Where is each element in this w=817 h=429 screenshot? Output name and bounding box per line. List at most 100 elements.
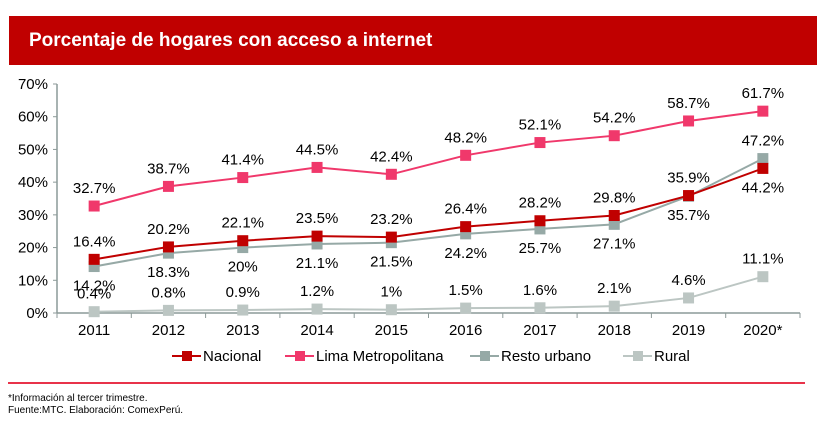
data-label: 16.4% <box>73 233 116 250</box>
data-label: 21.5% <box>370 254 413 271</box>
data-point <box>88 306 100 318</box>
data-label: 28.2% <box>519 195 562 212</box>
legend-label: Rural <box>654 348 690 365</box>
data-label: 1.5% <box>449 282 483 299</box>
x-tick-label: 2016 <box>449 322 482 339</box>
y-tick-label: 60% <box>18 109 48 126</box>
data-point <box>683 115 695 127</box>
x-tick-label: 2017 <box>523 322 556 339</box>
data-point <box>162 247 174 259</box>
data-point <box>237 304 249 316</box>
data-point <box>608 210 620 222</box>
data-label: 14.2% <box>73 278 116 295</box>
data-label: 44.2% <box>742 179 785 196</box>
data-point <box>757 105 769 117</box>
data-label: 27.1% <box>593 235 636 252</box>
legend-swatch-marker <box>295 351 305 361</box>
legend-label: Resto urbano <box>501 348 591 365</box>
y-tick-label: 20% <box>18 240 48 257</box>
data-label: 11.1% <box>742 251 783 268</box>
data-point <box>460 149 472 161</box>
data-label: 38.7% <box>147 160 190 177</box>
series-line-nacional <box>93 167 764 261</box>
data-label: 25.7% <box>519 240 562 257</box>
x-tick-label: 2011 <box>78 322 110 339</box>
data-point <box>162 304 174 316</box>
data-point <box>162 180 174 192</box>
data-label: 35.9% <box>667 170 710 187</box>
data-label: 4.6% <box>671 272 705 289</box>
legend-swatch-marker <box>182 351 192 361</box>
data-point <box>385 168 397 180</box>
y-tick-label: 40% <box>18 174 48 191</box>
data-label: 21.1% <box>296 255 339 272</box>
data-label: 0.8% <box>151 284 185 301</box>
data-label: 44.5% <box>296 141 339 158</box>
x-tick-label: 2019 <box>672 322 705 339</box>
footnote-note: *Información al tercer trimestre. <box>8 393 148 404</box>
data-point <box>534 215 546 227</box>
data-point <box>534 137 546 149</box>
x-tick-label: 2014 <box>300 322 333 339</box>
data-point <box>88 261 100 273</box>
data-point <box>608 300 620 312</box>
data-label: 0.4% <box>77 286 111 303</box>
data-label: 47.2% <box>742 133 785 150</box>
data-label: 54.2% <box>593 110 636 127</box>
data-label: 41.4% <box>221 152 264 169</box>
data-label: 32.7% <box>73 180 116 197</box>
data-point <box>534 223 546 235</box>
data-label: 20.2% <box>147 221 190 238</box>
legend-label: Nacional <box>203 348 261 365</box>
data-label: 52.1% <box>519 117 562 134</box>
legend-label: Lima Metropolitana <box>316 348 444 365</box>
data-point <box>385 237 397 249</box>
data-point <box>311 238 323 250</box>
data-label: 22.1% <box>221 215 264 232</box>
data-point <box>460 228 472 240</box>
data-point <box>757 153 769 165</box>
data-point <box>460 302 472 314</box>
series-line-lima-metropolitana <box>93 110 763 207</box>
chart-title: Porcentaje de hogares con acceso a inter… <box>29 30 433 51</box>
data-point <box>757 271 769 283</box>
y-tick-label: 0% <box>26 305 48 322</box>
x-tick-label: 2013 <box>226 322 259 339</box>
data-point <box>683 190 695 202</box>
data-label: 2.1% <box>597 280 631 297</box>
data-label: 42.4% <box>370 148 413 165</box>
data-point <box>311 303 323 315</box>
data-point <box>237 242 249 254</box>
data-point <box>237 235 249 247</box>
data-point <box>683 292 695 304</box>
data-label: 61.7% <box>742 85 785 102</box>
divider-rule <box>8 382 805 384</box>
x-tick-label: 2018 <box>598 322 631 339</box>
data-point <box>757 162 769 174</box>
data-label: 18.3% <box>147 264 190 281</box>
x-tick-label: 2020* <box>743 322 782 339</box>
data-point <box>237 172 249 184</box>
data-label: 26.4% <box>444 201 487 218</box>
data-label: 58.7% <box>667 95 710 112</box>
data-point <box>311 161 323 173</box>
series-line-resto-urbano <box>93 157 764 268</box>
title-bar: Porcentaje de hogares con acceso a inter… <box>9 16 817 65</box>
data-label: 24.2% <box>444 245 487 262</box>
data-point <box>385 304 397 316</box>
data-point <box>88 200 100 212</box>
data-label: 1.2% <box>300 283 334 300</box>
x-tick-label: 2012 <box>152 322 185 339</box>
y-tick-label: 70% <box>18 76 48 93</box>
series-line-rural <box>94 275 764 313</box>
footnote-source: Fuente:MTC. Elaboración: ComexPerú. <box>8 405 184 416</box>
data-label: 35.7% <box>667 207 710 224</box>
y-tick-label: 10% <box>18 272 48 289</box>
data-point <box>460 221 472 233</box>
data-label: 48.2% <box>444 129 487 146</box>
y-tick-label: 30% <box>18 207 48 224</box>
x-tick-label: 2015 <box>375 322 408 339</box>
data-point <box>311 230 323 242</box>
data-point <box>88 253 100 265</box>
data-label: 1% <box>381 284 403 301</box>
